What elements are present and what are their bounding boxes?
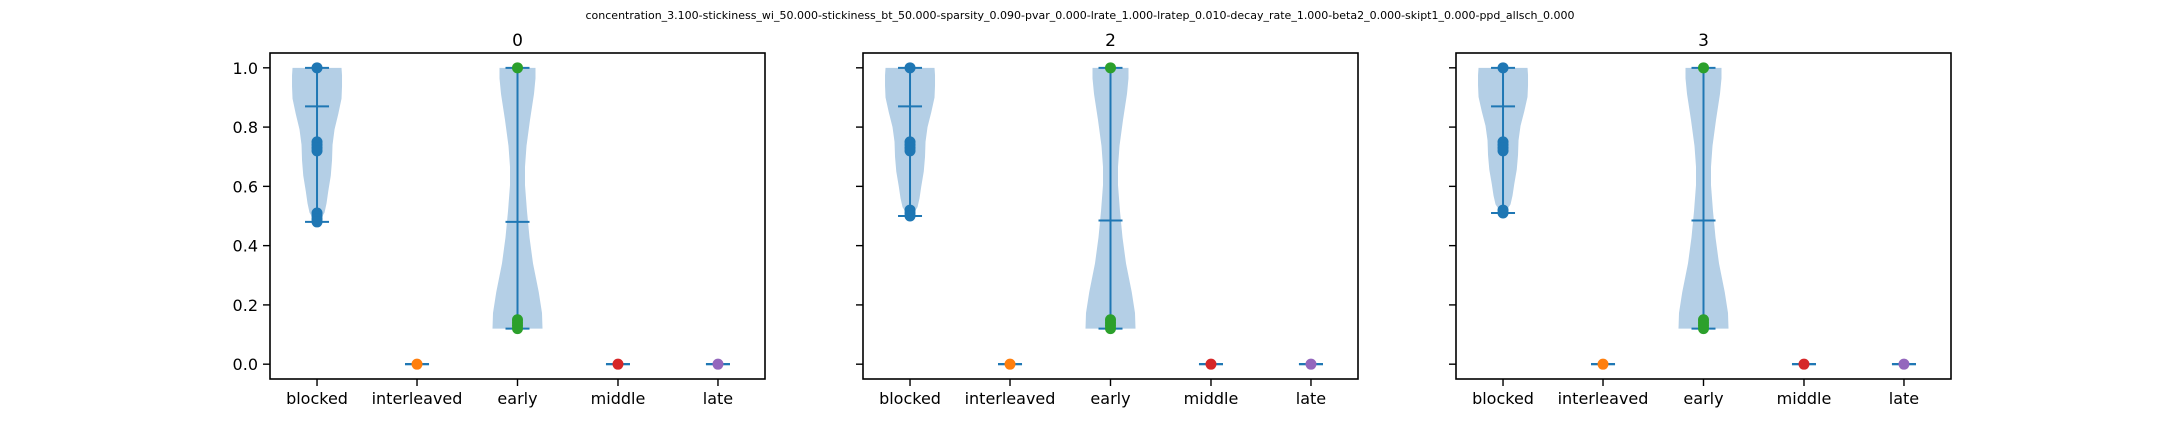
x-tick-label-interleaved: interleaved xyxy=(372,389,463,408)
x-tick-label-early: early xyxy=(497,389,537,408)
data-point-late xyxy=(1305,358,1317,370)
data-point-blocked xyxy=(311,145,323,157)
x-tick-label-middle: middle xyxy=(1777,389,1832,408)
data-point-early xyxy=(1698,323,1709,335)
data-point-interleaved xyxy=(1597,358,1609,370)
y-tick-label: 0.2 xyxy=(233,296,258,315)
y-tick-label: 0.6 xyxy=(233,177,258,196)
data-point-middle xyxy=(1205,358,1217,370)
subplot-2: 2 blocked interleaved early middle late xyxy=(856,31,1359,408)
data-point-blocked xyxy=(1497,207,1509,219)
x-tick-label-middle: middle xyxy=(1184,389,1239,408)
data-point-late xyxy=(1898,358,1910,370)
data-point-early xyxy=(512,62,523,74)
y-tick-label: 0.4 xyxy=(233,237,258,256)
subplot-title: 2 xyxy=(1105,31,1116,51)
x-tick-label-interleaved: interleaved xyxy=(1558,389,1649,408)
x-tick-label-blocked: blocked xyxy=(1472,389,1534,408)
x-tick-label-middle: middle xyxy=(591,389,646,408)
data-point-middle xyxy=(1798,358,1810,370)
x-tick-label-late: late xyxy=(1889,389,1919,408)
data-point-early xyxy=(512,323,523,335)
subplot-title: 3 xyxy=(1698,31,1709,51)
y-tick-label: 1.0 xyxy=(233,59,258,78)
data-point-early xyxy=(1698,62,1709,74)
x-tick-label-blocked: blocked xyxy=(879,389,941,408)
x-tick-label-late: late xyxy=(1296,389,1326,408)
subplot-3: 3 blocked interleaved early middle late xyxy=(1449,31,1952,408)
data-point-late xyxy=(712,358,724,370)
y-tick-label: 0.0 xyxy=(233,355,258,374)
data-point-blocked xyxy=(311,216,323,228)
data-point-blocked xyxy=(904,145,916,157)
data-point-blocked xyxy=(904,62,916,74)
data-point-early xyxy=(1105,62,1116,74)
data-point-interleaved xyxy=(1004,358,1016,370)
data-point-blocked xyxy=(1497,145,1509,157)
subplots: 0 0.0 0.2 0.4 0.6 0.8 1.0 blocked interleaved ear… xyxy=(233,31,1952,408)
subplot-title: 0 xyxy=(512,31,523,51)
x-tick-label-blocked: blocked xyxy=(286,389,348,408)
y-tick-label: 0.8 xyxy=(233,118,258,137)
x-tick-label-early: early xyxy=(1090,389,1130,408)
data-point-interleaved xyxy=(411,358,423,370)
figure-suptitle: concentration_3.100-stickiness_wi_50.000… xyxy=(586,9,1575,22)
x-tick-label-late: late xyxy=(703,389,733,408)
data-point-blocked xyxy=(1497,62,1509,74)
x-tick-label-early: early xyxy=(1683,389,1723,408)
x-tick-label-interleaved: interleaved xyxy=(965,389,1056,408)
data-point-blocked xyxy=(311,62,323,74)
subplot-0: 0 0.0 0.2 0.4 0.6 0.8 1.0 blocked interleaved ear… xyxy=(233,31,766,408)
data-point-middle xyxy=(612,358,624,370)
data-point-early xyxy=(1105,323,1116,335)
data-point-blocked xyxy=(904,210,916,222)
